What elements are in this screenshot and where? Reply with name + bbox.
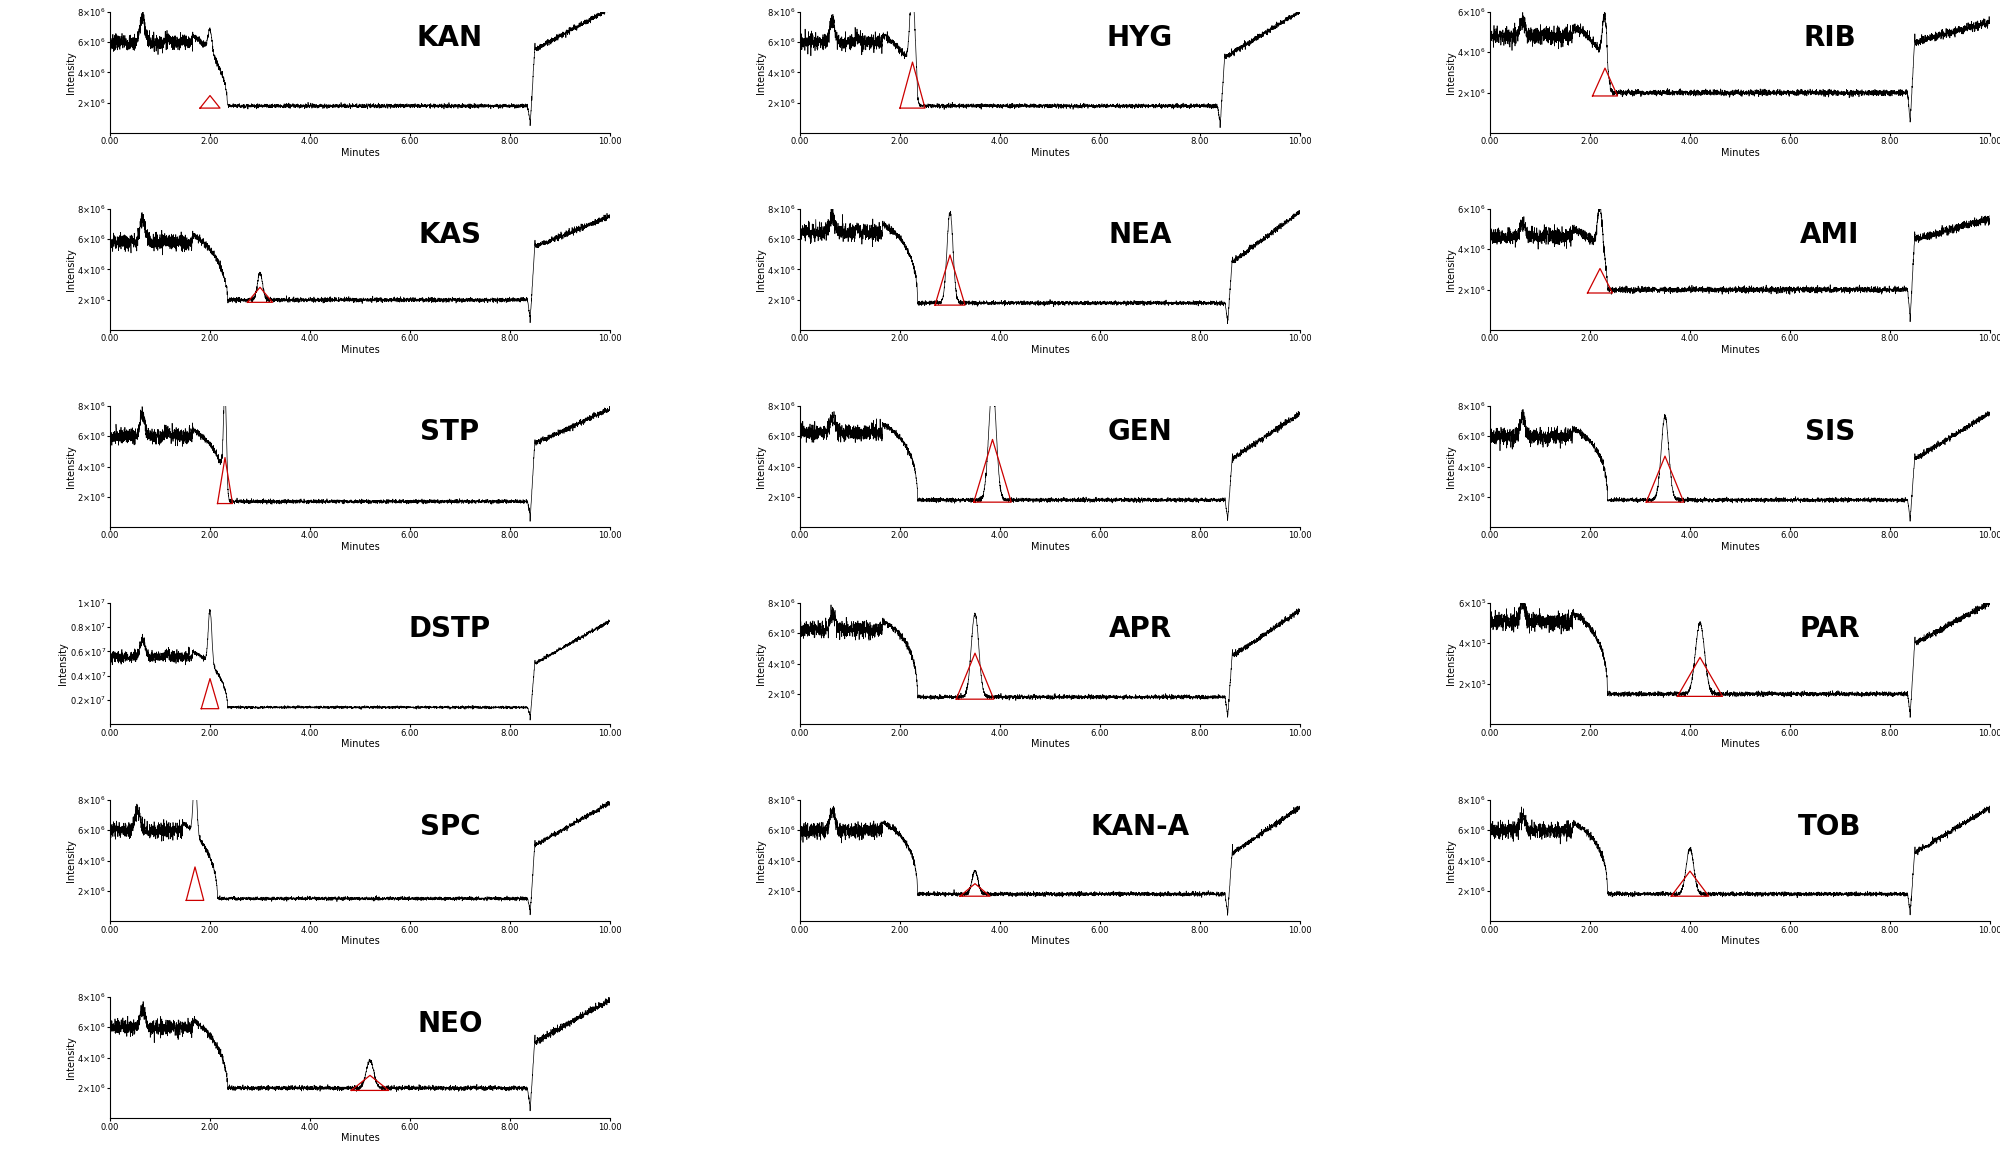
X-axis label: Minutes: Minutes xyxy=(340,542,380,552)
Y-axis label: Intensity: Intensity xyxy=(66,51,76,94)
Text: TOB: TOB xyxy=(1798,812,1862,840)
Text: RIB: RIB xyxy=(1804,24,1856,52)
Y-axis label: Intensity: Intensity xyxy=(756,642,766,685)
Text: PAR: PAR xyxy=(1800,615,1860,643)
Text: STP: STP xyxy=(420,418,480,446)
Text: GEN: GEN xyxy=(1108,418,1172,446)
X-axis label: Minutes: Minutes xyxy=(1030,148,1070,157)
X-axis label: Minutes: Minutes xyxy=(340,148,380,157)
X-axis label: Minutes: Minutes xyxy=(340,935,380,946)
Y-axis label: Intensity: Intensity xyxy=(756,839,766,882)
X-axis label: Minutes: Minutes xyxy=(1030,542,1070,552)
X-axis label: Minutes: Minutes xyxy=(340,345,380,355)
Text: SIS: SIS xyxy=(1804,418,1856,446)
X-axis label: Minutes: Minutes xyxy=(1030,935,1070,946)
Y-axis label: Intensity: Intensity xyxy=(756,445,766,488)
Text: KAN-A: KAN-A xyxy=(1090,812,1190,840)
Text: NEO: NEO xyxy=(418,1010,482,1038)
Y-axis label: Intensity: Intensity xyxy=(1446,642,1456,685)
X-axis label: Minutes: Minutes xyxy=(1720,148,1760,157)
Text: APR: APR xyxy=(1108,615,1172,643)
X-axis label: Minutes: Minutes xyxy=(340,1132,380,1143)
Y-axis label: Intensity: Intensity xyxy=(66,445,76,488)
Y-axis label: Intensity: Intensity xyxy=(66,248,76,291)
Text: NEA: NEA xyxy=(1108,221,1172,249)
X-axis label: Minutes: Minutes xyxy=(1720,739,1760,749)
Text: KAN: KAN xyxy=(416,24,484,52)
Text: HYG: HYG xyxy=(1106,24,1174,52)
Text: SPC: SPC xyxy=(420,812,480,840)
Text: AMI: AMI xyxy=(1800,221,1860,249)
X-axis label: Minutes: Minutes xyxy=(1720,345,1760,355)
Y-axis label: Intensity: Intensity xyxy=(1446,51,1456,94)
Y-axis label: Intensity: Intensity xyxy=(756,51,766,94)
X-axis label: Minutes: Minutes xyxy=(1720,542,1760,552)
X-axis label: Minutes: Minutes xyxy=(340,739,380,749)
X-axis label: Minutes: Minutes xyxy=(1030,345,1070,355)
Text: DSTP: DSTP xyxy=(408,615,492,643)
Y-axis label: Intensity: Intensity xyxy=(1446,248,1456,291)
X-axis label: Minutes: Minutes xyxy=(1720,935,1760,946)
Y-axis label: Intensity: Intensity xyxy=(66,839,76,882)
Y-axis label: Intensity: Intensity xyxy=(756,248,766,291)
Text: KAS: KAS xyxy=(418,221,482,249)
Y-axis label: Intensity: Intensity xyxy=(66,1036,76,1079)
X-axis label: Minutes: Minutes xyxy=(1030,739,1070,749)
Y-axis label: Intensity: Intensity xyxy=(58,642,68,685)
Y-axis label: Intensity: Intensity xyxy=(1446,445,1456,488)
Y-axis label: Intensity: Intensity xyxy=(1446,839,1456,882)
